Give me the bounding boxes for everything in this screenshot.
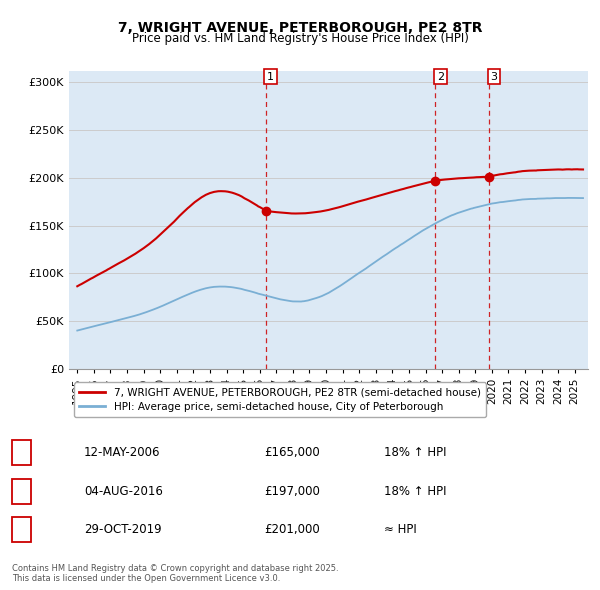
Text: ≈ HPI: ≈ HPI [384,523,417,536]
Text: 18% ↑ HPI: 18% ↑ HPI [384,446,446,460]
Text: Price paid vs. HM Land Registry's House Price Index (HPI): Price paid vs. HM Land Registry's House … [131,32,469,45]
Text: 3: 3 [490,71,497,81]
Text: 12-MAY-2006: 12-MAY-2006 [84,446,161,460]
Text: 2: 2 [17,484,26,498]
Text: 18% ↑ HPI: 18% ↑ HPI [384,484,446,498]
Text: 1: 1 [17,446,26,460]
Text: 1: 1 [267,71,274,81]
Text: £165,000: £165,000 [264,446,320,460]
Text: 7, WRIGHT AVENUE, PETERBOROUGH, PE2 8TR: 7, WRIGHT AVENUE, PETERBOROUGH, PE2 8TR [118,21,482,35]
Text: 3: 3 [17,523,26,536]
Legend: 7, WRIGHT AVENUE, PETERBOROUGH, PE2 8TR (semi-detached house), HPI: Average pric: 7, WRIGHT AVENUE, PETERBOROUGH, PE2 8TR … [74,382,486,417]
Text: 2: 2 [437,71,444,81]
Text: 29-OCT-2019: 29-OCT-2019 [84,523,161,536]
Text: £201,000: £201,000 [264,523,320,536]
Text: £197,000: £197,000 [264,484,320,498]
Text: Contains HM Land Registry data © Crown copyright and database right 2025.
This d: Contains HM Land Registry data © Crown c… [12,563,338,583]
Text: 04-AUG-2016: 04-AUG-2016 [84,484,163,498]
